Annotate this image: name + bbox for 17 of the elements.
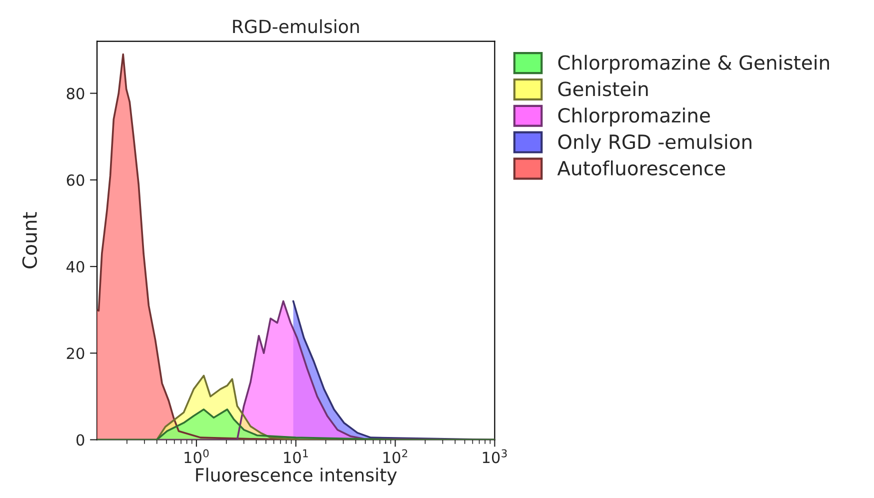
x-tick-label: 10$^{1}$ — [284, 449, 308, 464]
y-tick-label: 80 — [66, 88, 84, 100]
legend-label: Chlorpromazine & Genistein — [558, 54, 829, 74]
legend-label: Autofluorescence — [557, 160, 726, 176]
legend-label: Genistein — [558, 81, 648, 96]
legend-label: Chlorpromazine — [558, 108, 710, 126]
y-tick-label: 60 — [66, 174, 84, 186]
x-tick-label: 10$^{0}$ — [184, 449, 209, 464]
x-tick-label: 10$^{3}$ — [482, 449, 507, 464]
y-tick-label: 40 — [66, 260, 84, 273]
x-tick-label: 10$^{2}$ — [384, 449, 408, 464]
x-axis-title: Fluorescence intensity — [196, 468, 397, 486]
legend-label: Only RGD -emulsion — [558, 134, 752, 153]
y-axis-title: Count — [22, 212, 37, 268]
y-tick-label: 0 — [76, 434, 84, 446]
y-tick-label: 20 — [66, 348, 84, 360]
chart-title: RGD-emulsion — [233, 19, 359, 34]
